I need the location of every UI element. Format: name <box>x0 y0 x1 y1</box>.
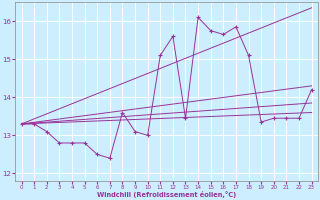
X-axis label: Windchill (Refroidissement éolien,°C): Windchill (Refroidissement éolien,°C) <box>97 191 236 198</box>
